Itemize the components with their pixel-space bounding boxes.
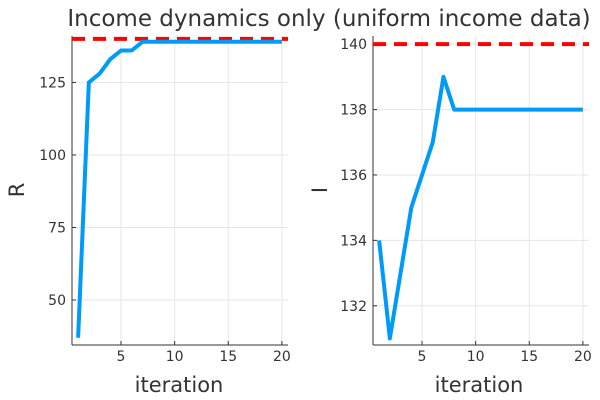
left-x-tick-label: 20 <box>273 349 291 365</box>
left-panel: iteration R 5 10 15 20 50 75 100 125 <box>5 36 291 397</box>
left-y-axis-label: R <box>5 183 29 198</box>
left-series-line <box>76 39 282 338</box>
right-x-tick-label: 10 <box>467 349 485 365</box>
left-y-tick-label: 125 <box>39 75 66 91</box>
right-y-tick-label: 134 <box>340 233 367 249</box>
left-x-axis-label: iteration <box>135 373 224 397</box>
left-x-tick-label: 15 <box>219 349 237 365</box>
right-x-tick-label: 20 <box>574 349 592 365</box>
chart-title: Income dynamics only (uniform income dat… <box>67 6 590 32</box>
right-y-tick-label: 140 <box>340 37 367 53</box>
left-y-tick-label: 75 <box>48 220 66 236</box>
right-x-tick-label: 15 <box>520 349 538 365</box>
left-x-tick-label: 5 <box>117 349 126 365</box>
left-y-tick-label: 100 <box>39 148 66 164</box>
right-y-tick-label: 136 <box>340 168 367 184</box>
right-y-tick-label: 132 <box>340 299 367 315</box>
right-x-tick-label: 5 <box>418 349 427 365</box>
right-panel: iteration I 5 10 15 20 132 134 136 138 140 <box>308 36 592 397</box>
right-y-tick-label: 138 <box>340 103 367 119</box>
right-y-axis-label: I <box>308 187 332 193</box>
left-x-tick-label: 10 <box>166 349 184 365</box>
right-series-line <box>377 74 583 341</box>
left-y-tick-label: 50 <box>48 293 66 309</box>
right-x-axis-label: iteration <box>435 373 524 397</box>
